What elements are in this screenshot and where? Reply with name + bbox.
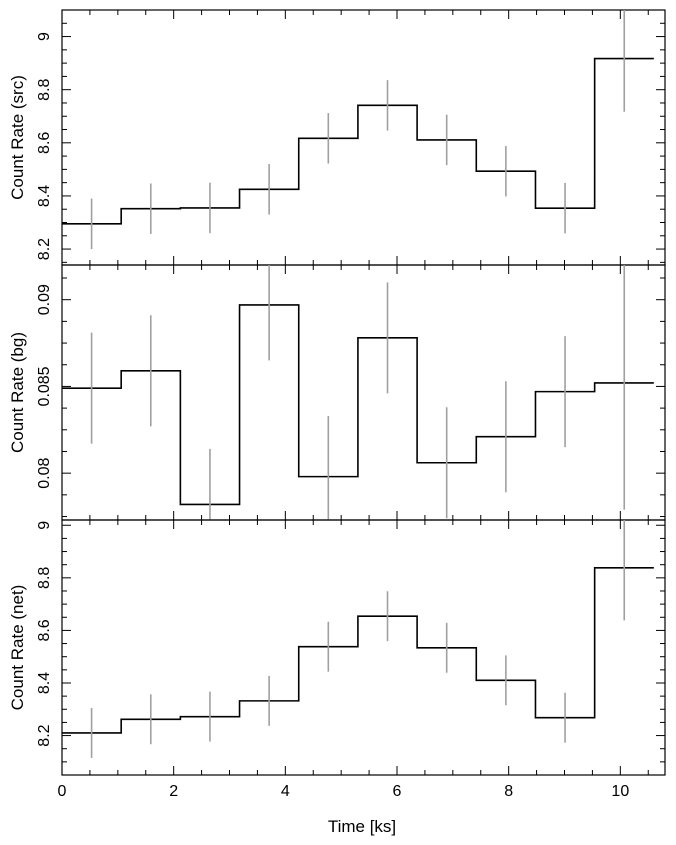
y-tick-label: 8.8 (36, 567, 53, 589)
step-line (62, 567, 654, 734)
panel-2: 0.08 0.085 0.09 Count Rate (bg) (8, 264, 666, 521)
panel-3: 8.2 8.4 8.6 8.8 9 Count Rate (net) (8, 519, 666, 776)
plot-frame (61, 519, 666, 776)
y-tick-label: 0.08 (36, 457, 53, 488)
y-tick-label: 8.8 (36, 78, 53, 100)
x-tick-label: 8 (504, 783, 513, 800)
plot-frame (61, 264, 666, 521)
y-tick-label: 8.6 (36, 619, 53, 641)
x-tick-label: 0 (58, 783, 67, 800)
y-tick-label: 9 (36, 521, 53, 530)
step-line (62, 57, 654, 225)
y-tick-label: 8.4 (36, 185, 53, 207)
y-tick-label: 9 (36, 32, 53, 41)
y-tick-label: 0.09 (36, 284, 53, 315)
y-tick-label: 8.2 (36, 724, 53, 746)
y-axis-label: Count Rate (net) (8, 585, 27, 711)
y-axis-label: Count Rate (bg) (8, 332, 27, 453)
x-axis-label: Time [ks] (328, 817, 396, 836)
y-tick-label: 0.085 (36, 366, 53, 406)
y-tick-label: 8.4 (36, 672, 53, 694)
x-tick-label: 2 (169, 783, 178, 800)
panel-1: 8.2 8.4 8.6 8.8 9 Count Rate (src) (8, 9, 666, 266)
y-tick-label: 8.6 (36, 132, 53, 154)
x-tick-label: 6 (393, 783, 402, 800)
y-tick-label: 8.2 (36, 238, 53, 260)
y-axis-label: Count Rate (src) (8, 75, 27, 200)
plot-frame (61, 9, 666, 266)
x-tick-label: 10 (611, 783, 629, 800)
step-line (62, 304, 654, 506)
x-tick-label: 4 (281, 783, 290, 800)
